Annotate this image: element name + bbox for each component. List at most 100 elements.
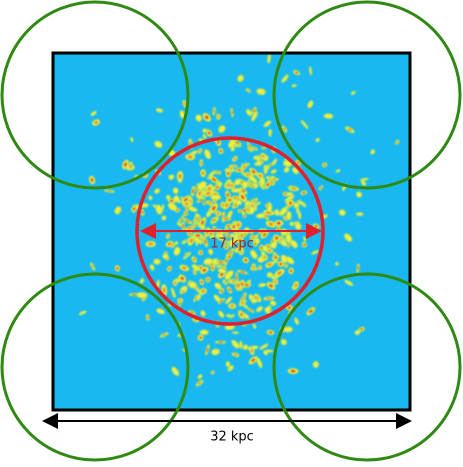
- clump-core: [251, 169, 256, 174]
- clump-core: [204, 239, 207, 245]
- clump: [232, 331, 239, 335]
- clump: [78, 310, 87, 316]
- clump: [350, 90, 356, 96]
- clump: [300, 119, 309, 129]
- clump: [210, 194, 222, 201]
- clump-core: [274, 236, 279, 240]
- clump-core: [262, 147, 266, 149]
- clump: [167, 202, 178, 211]
- clump: [217, 268, 227, 274]
- clump-core: [192, 188, 194, 194]
- clump-core: [269, 163, 272, 166]
- clump-core: [231, 110, 233, 115]
- clump-core: [193, 270, 196, 274]
- clump-core: [252, 265, 255, 269]
- clump-core: [185, 253, 187, 256]
- clump-core: [263, 255, 267, 259]
- clump-core: [179, 217, 183, 221]
- clump: [217, 232, 224, 242]
- clump-core: [268, 283, 273, 288]
- clump: [307, 100, 314, 109]
- clump-core: [254, 296, 258, 299]
- clump-core: [258, 174, 262, 178]
- clump-core: [200, 280, 203, 284]
- clump-core: [323, 163, 326, 166]
- clump: [148, 195, 153, 201]
- clump: [289, 221, 295, 227]
- clump: [188, 281, 198, 289]
- clump-core: [233, 165, 237, 167]
- clump-core: [132, 206, 136, 211]
- clump: [136, 292, 148, 299]
- clump: [179, 110, 186, 119]
- clump: [263, 120, 272, 128]
- clump-core: [216, 212, 220, 215]
- clump: [237, 74, 244, 83]
- clump: [294, 317, 300, 325]
- clump: [334, 261, 340, 266]
- clump: [244, 200, 251, 207]
- clump-core: [141, 210, 144, 214]
- clump-core: [94, 121, 98, 124]
- clump: [197, 181, 207, 190]
- clump-core: [195, 188, 197, 190]
- clump-core: [347, 128, 353, 132]
- clump-core: [219, 299, 223, 303]
- clump-core: [267, 245, 270, 248]
- clump-core: [91, 264, 94, 269]
- clump-core: [266, 182, 270, 187]
- clump: [302, 236, 307, 242]
- clump-core: [219, 149, 222, 153]
- clump-core: [200, 161, 202, 165]
- clump: [227, 364, 234, 372]
- clump-core: [228, 255, 231, 259]
- diameter-label: 17 kpc: [210, 237, 254, 252]
- clump-core: [243, 208, 247, 213]
- clump-core: [181, 290, 185, 293]
- clump: [323, 113, 334, 119]
- clump-core: [227, 171, 230, 176]
- clump: [257, 181, 265, 190]
- clump-core: [183, 349, 186, 351]
- clump: [270, 169, 277, 174]
- clump-core: [287, 306, 292, 309]
- clump-core: [241, 301, 244, 304]
- clump-core: [288, 201, 293, 205]
- clump-core: [294, 283, 298, 287]
- clump-core: [243, 215, 246, 217]
- clump-core: [193, 258, 196, 261]
- clump: [271, 158, 278, 166]
- clump-core: [201, 171, 205, 175]
- clump-core: [206, 191, 211, 195]
- clump: [191, 264, 200, 272]
- clump: [315, 137, 320, 143]
- clump: [370, 149, 376, 155]
- clump-core: [226, 225, 231, 228]
- clump-core: [182, 223, 184, 229]
- clump-core: [199, 266, 203, 269]
- clump: [234, 178, 242, 186]
- clump-core: [184, 202, 189, 206]
- clump-core: [176, 209, 179, 212]
- clump-core: [240, 194, 245, 200]
- clump-core: [184, 212, 187, 215]
- clump: [256, 88, 266, 96]
- clump-core: [258, 266, 261, 269]
- clump: [154, 140, 163, 148]
- clump: [176, 221, 183, 227]
- clump: [335, 168, 341, 173]
- clump: [250, 249, 258, 259]
- clump-core: [242, 165, 246, 168]
- clump: [281, 74, 289, 83]
- clump: [217, 310, 225, 318]
- clump: [297, 199, 307, 208]
- green-circle: [272, 272, 462, 462]
- clump-core: [249, 183, 252, 186]
- clump-core: [181, 266, 187, 270]
- clump: [130, 137, 134, 143]
- clump-core: [274, 280, 277, 284]
- clump-core: [291, 187, 297, 190]
- clump-core: [217, 341, 224, 343]
- clump-core: [223, 240, 226, 243]
